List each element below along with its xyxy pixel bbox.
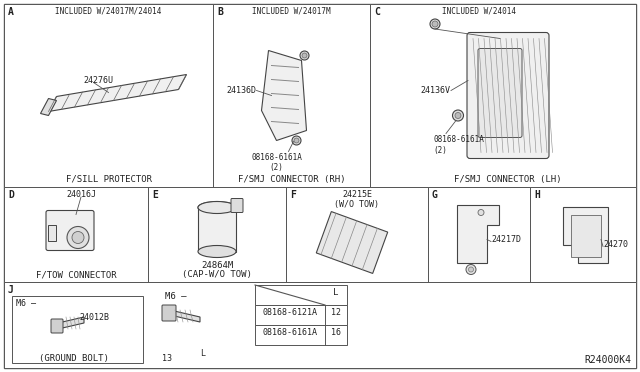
Text: G: G (432, 190, 438, 200)
Text: F/SILL PROTECTOR: F/SILL PROTECTOR (65, 175, 152, 184)
Polygon shape (58, 317, 84, 329)
Text: 24276U: 24276U (83, 76, 113, 85)
Text: R24000K4: R24000K4 (584, 355, 631, 365)
Text: 24136D: 24136D (227, 86, 257, 95)
Polygon shape (262, 51, 307, 141)
Ellipse shape (300, 51, 309, 60)
Ellipse shape (430, 19, 440, 29)
Text: 16: 16 (331, 328, 341, 337)
Ellipse shape (292, 136, 301, 145)
FancyBboxPatch shape (46, 211, 94, 250)
Polygon shape (40, 99, 56, 115)
Text: (GROUND BOLT): (GROUND BOLT) (39, 354, 109, 363)
Polygon shape (563, 206, 608, 263)
Text: F/SMJ CONNECTOR (LH): F/SMJ CONNECTOR (LH) (454, 175, 562, 184)
Bar (198, 208, 236, 251)
Bar (4, 282, 636, 368)
Text: (CAP-W/O TOW): (CAP-W/O TOW) (182, 270, 252, 279)
Bar (255, 285, 347, 305)
Text: A: A (8, 7, 14, 17)
Ellipse shape (432, 21, 438, 27)
Ellipse shape (67, 227, 89, 248)
Text: M6 —: M6 — (16, 299, 36, 308)
Text: D: D (8, 190, 14, 200)
Text: F: F (290, 190, 296, 200)
Bar (530, 187, 636, 282)
Bar (213, 4, 370, 187)
Bar (255, 325, 347, 345)
Bar (370, 4, 636, 187)
Ellipse shape (302, 53, 307, 58)
Bar (4, 187, 148, 282)
Polygon shape (316, 212, 388, 273)
Ellipse shape (466, 264, 476, 275)
Text: L: L (200, 349, 205, 358)
FancyBboxPatch shape (162, 305, 176, 321)
Ellipse shape (452, 110, 463, 121)
FancyBboxPatch shape (51, 319, 63, 333)
Bar (12, 296, 143, 363)
Polygon shape (457, 205, 499, 263)
Text: F/SMJ CONNECTOR (RH): F/SMJ CONNECTOR (RH) (237, 175, 345, 184)
Ellipse shape (198, 202, 236, 214)
Text: J: J (8, 285, 14, 295)
Ellipse shape (468, 267, 474, 272)
Ellipse shape (198, 202, 236, 214)
Text: 08168-6121A: 08168-6121A (262, 308, 317, 317)
Text: E: E (152, 190, 158, 200)
Ellipse shape (198, 246, 236, 257)
Bar (255, 305, 347, 325)
Text: F/TOW CONNECTOR: F/TOW CONNECTOR (36, 270, 116, 279)
Ellipse shape (455, 112, 461, 119)
FancyBboxPatch shape (231, 199, 243, 212)
Text: H: H (534, 190, 540, 200)
Bar (428, 187, 530, 282)
Text: 12: 12 (331, 308, 341, 317)
Text: C: C (374, 7, 380, 17)
Text: L: L (333, 288, 339, 297)
Bar (4, 4, 213, 187)
Text: B: B (217, 7, 223, 17)
Text: 08168-6161A
(2): 08168-6161A (2) (433, 135, 484, 155)
Text: 13: 13 (162, 354, 172, 363)
Bar (148, 187, 286, 282)
FancyBboxPatch shape (478, 48, 522, 138)
Text: 24012B: 24012B (79, 312, 109, 321)
Text: 08168-6161A: 08168-6161A (262, 328, 317, 337)
Text: 24270: 24270 (603, 240, 628, 249)
Text: 24136V: 24136V (420, 86, 450, 95)
Text: 24016J: 24016J (66, 190, 96, 199)
Text: INCLUDED W/24017M: INCLUDED W/24017M (252, 7, 331, 16)
Text: INCLUDED W/24017M/24014: INCLUDED W/24017M/24014 (55, 7, 162, 16)
Polygon shape (170, 310, 200, 322)
FancyBboxPatch shape (467, 32, 549, 158)
Ellipse shape (478, 209, 484, 215)
Text: 24217D: 24217D (491, 235, 521, 244)
Text: M6 —: M6 — (165, 292, 186, 301)
Text: 24864M: 24864M (201, 261, 233, 270)
Polygon shape (49, 74, 186, 112)
Text: 24215E
(W/O TOW): 24215E (W/O TOW) (335, 190, 380, 209)
Ellipse shape (294, 138, 299, 143)
Bar (286, 187, 428, 282)
Text: INCLUDED W/24014: INCLUDED W/24014 (442, 7, 516, 16)
Text: 08168-6161A
(2): 08168-6161A (2) (251, 153, 302, 172)
Bar (48, 224, 56, 241)
Ellipse shape (72, 231, 84, 244)
Bar (571, 215, 601, 257)
